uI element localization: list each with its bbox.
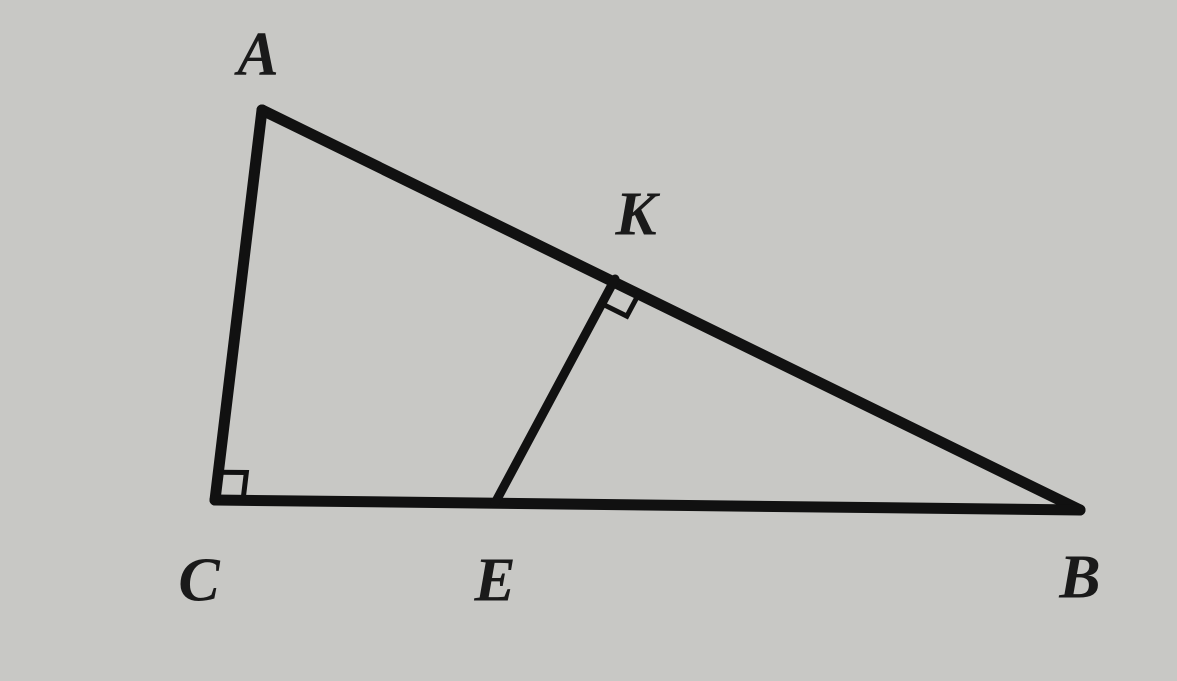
vertex-label-c: C: [178, 546, 219, 617]
vertex-label-b: B: [1059, 543, 1100, 614]
triangle-diagram: [0, 0, 1177, 681]
vertex-label-a: A: [237, 19, 278, 90]
vertex-label-k: K: [615, 180, 656, 251]
vertex-label-e: E: [474, 546, 515, 617]
